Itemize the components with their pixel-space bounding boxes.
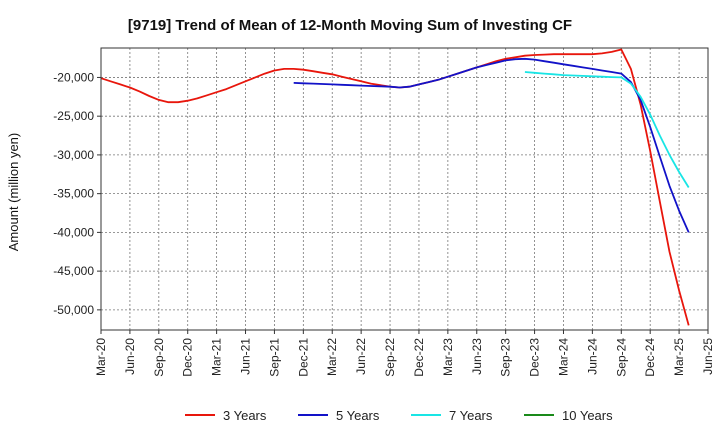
y-axis-label: Amount (million yen) <box>6 133 21 252</box>
x-tick-label: Dec-23 <box>528 338 542 377</box>
x-tick-label: Jun-21 <box>239 338 253 375</box>
y-tick-label: -50,000 <box>53 303 94 317</box>
x-tick-labels: Mar-20 Jun-20 Sep-20 Dec-20 Mar-21 Jun-21 Sep-… <box>94 330 715 377</box>
x-tick-label: Mar-24 <box>556 338 570 376</box>
x-tick-label: Sep-24 <box>614 338 628 377</box>
y-tick-label: -20,000 <box>53 70 94 84</box>
plot-frame <box>100 47 709 331</box>
series-line-7-years <box>524 71 690 188</box>
x-tick-label: Dec-24 <box>643 338 657 377</box>
legend: 3 Years 5 Years 7 Years 10 Years <box>185 408 613 423</box>
x-tick-label: Mar-23 <box>441 338 455 376</box>
series-lines <box>100 48 690 326</box>
y-tick-label: -35,000 <box>53 187 94 201</box>
x-tick-label: Mar-25 <box>672 338 686 376</box>
x-tick-label: Dec-22 <box>412 338 426 377</box>
x-tick-label: Sep-22 <box>383 338 397 377</box>
y-tick-labels: -20,000 -25,000 -30,000 -35,000 -40,000 -45,0… <box>53 70 101 317</box>
y-tick-label: -45,000 <box>53 264 94 278</box>
x-tick-label: Mar-20 <box>94 338 108 376</box>
x-tick-label: Jun-22 <box>354 338 368 375</box>
x-tick-label: Jun-25 <box>701 338 715 375</box>
y-tick-label: -25,000 <box>53 109 94 123</box>
x-tick-label: Sep-23 <box>499 338 513 377</box>
x-tick-label: Jun-20 <box>123 338 137 375</box>
chart-title: [9719] Trend of Mean of 12-Month Moving … <box>128 17 572 34</box>
x-tick-label: Sep-21 <box>267 338 281 377</box>
x-tick-label: Mar-22 <box>325 338 339 376</box>
legend-label: 10 Years <box>562 408 613 423</box>
x-tick-label: Mar-21 <box>210 338 224 376</box>
y-tick-label: -40,000 <box>53 225 94 239</box>
x-tick-label: Jun-24 <box>585 338 599 375</box>
x-tick-label: Sep-20 <box>152 338 166 377</box>
series-line-5-years <box>293 57 690 233</box>
legend-label: 5 Years <box>336 408 380 423</box>
legend-label: 7 Years <box>449 408 493 423</box>
x-tick-label: Dec-21 <box>296 338 310 377</box>
x-tick-label: Dec-20 <box>181 338 195 377</box>
series-line-3-years <box>100 48 690 326</box>
legend-label: 3 Years <box>223 408 267 423</box>
y-tick-label: -30,000 <box>53 148 94 162</box>
grid-lines <box>100 48 709 330</box>
x-tick-label: Jun-23 <box>470 338 484 375</box>
